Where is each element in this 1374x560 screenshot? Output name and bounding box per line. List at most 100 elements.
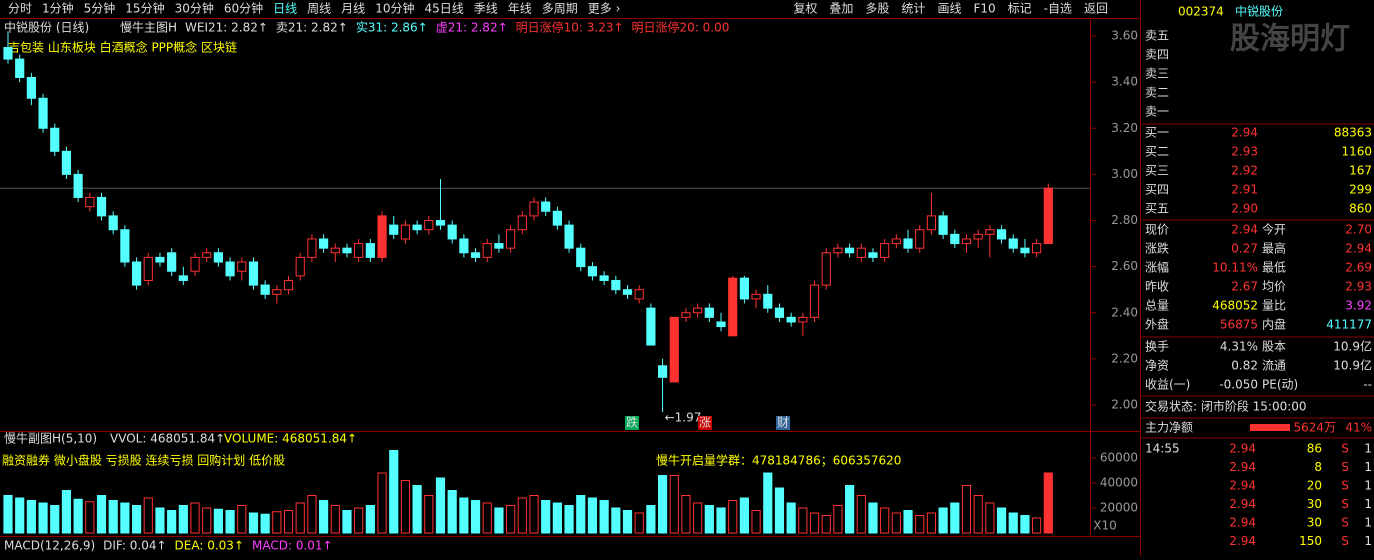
flow-pct: 41%	[1345, 421, 1372, 435]
macd-label: MACD(12,26,9)	[4, 539, 95, 553]
bid-label: 买二	[1145, 145, 1169, 159]
period-tab[interactable]: 多周期	[542, 2, 578, 16]
stat-value: 2.70	[1345, 223, 1372, 237]
stat-label: 内盘	[1262, 317, 1286, 332]
event-marker[interactable]: 财	[777, 416, 789, 430]
bid-volume: 299	[1349, 183, 1372, 197]
stock-name: 中锐股份	[1235, 4, 1283, 19]
period-tab[interactable]: 30分钟	[175, 1, 214, 16]
candle-body	[365, 243, 375, 258]
tool-button[interactable]: 画线	[937, 2, 961, 16]
volume-bar	[120, 502, 130, 534]
volume-bar	[845, 485, 855, 534]
period-tab[interactable]: 周线	[307, 2, 331, 16]
tool-button[interactable]: 统计	[901, 2, 925, 16]
y-tick-label: 3.20	[1111, 121, 1138, 135]
candle-body	[494, 243, 504, 249]
volume-bar	[587, 497, 598, 534]
bid-volume: 167	[1349, 164, 1372, 178]
candle-body	[400, 224, 411, 240]
macd-label: DIF: 0.04↑	[103, 539, 166, 553]
candle-body	[295, 256, 305, 277]
tool-button[interactable]: 叠加	[829, 2, 853, 16]
period-tab[interactable]: 月线	[341, 2, 365, 16]
flow-bar	[1250, 424, 1290, 431]
volume-bar	[833, 505, 843, 534]
volume-bar	[96, 495, 107, 534]
period-tab[interactable]: 季线	[474, 2, 498, 16]
event-marker[interactable]: 跌	[626, 415, 638, 430]
volume-bar	[61, 490, 72, 534]
volume-bar	[693, 502, 703, 534]
tick-price: 2.94	[1229, 516, 1256, 530]
volume-bar	[926, 512, 937, 534]
volume-bar	[996, 507, 1007, 534]
period-tab[interactable]: 5分钟	[84, 1, 116, 16]
candle-body	[809, 284, 820, 318]
y-tick-label: 60000	[1100, 451, 1138, 465]
stat-value: 468052	[1212, 299, 1258, 313]
candle-body	[774, 307, 785, 318]
stat-label: 外盘	[1145, 317, 1169, 332]
period-tab[interactable]: 日线	[273, 2, 297, 16]
volume-bar	[377, 472, 387, 534]
volume-bar	[950, 502, 960, 534]
period-tab[interactable]: 年线	[508, 2, 532, 16]
candle-body	[131, 261, 142, 286]
bid-price: 2.93	[1231, 145, 1258, 159]
tick-count: 1	[1364, 534, 1372, 548]
ask-label: 卖二	[1145, 86, 1169, 100]
period-tab[interactable]: 45日线	[424, 2, 463, 16]
period-tab[interactable]: 15分钟	[125, 1, 164, 16]
volume-bar	[260, 513, 270, 534]
volume-bar	[704, 505, 714, 534]
candle-body	[891, 238, 901, 245]
volume-bar	[1032, 517, 1042, 534]
volume-bar	[657, 475, 668, 534]
volume-bar	[891, 512, 901, 534]
candle-body	[155, 256, 165, 263]
candle-body	[283, 279, 294, 291]
candle-body	[470, 252, 481, 258]
tool-button[interactable]: 多股	[865, 2, 889, 16]
candle-body	[915, 229, 925, 249]
y-tick-label: 2.60	[1111, 259, 1138, 273]
tool-button[interactable]: -自选	[1044, 2, 1072, 16]
candle-body	[681, 312, 691, 318]
candle-body	[447, 224, 457, 240]
tool-button[interactable]: 标记	[1008, 2, 1032, 16]
event-marker[interactable]: 涨	[699, 415, 711, 430]
tick-volume: 30	[1307, 516, 1322, 530]
candle-body	[202, 252, 212, 258]
candle-body	[868, 252, 878, 258]
volume-bar	[774, 487, 785, 534]
flow-label: 主力净额	[1145, 421, 1193, 435]
volume-value: VOLUME: 468051.84↑	[224, 432, 357, 446]
volume-bar	[646, 505, 656, 534]
candle-body	[739, 277, 749, 300]
tick-volume: 20	[1307, 479, 1322, 493]
candle-body	[354, 243, 364, 258]
period-tab[interactable]: 更多 ›	[588, 2, 621, 16]
candle-body	[342, 247, 352, 254]
tool-button[interactable]: 返回	[1084, 2, 1108, 16]
stat-label: 量比	[1262, 299, 1286, 313]
candle-body	[38, 97, 48, 129]
period-tab[interactable]: 1分钟	[42, 1, 74, 16]
volume-bar	[295, 502, 305, 534]
period-tab[interactable]: 分时	[8, 2, 32, 16]
tool-button[interactable]: 复权	[793, 2, 817, 16]
tick-volume: 150	[1299, 534, 1322, 548]
y-tick-label: 20000	[1100, 501, 1138, 515]
fin-value: 10.9亿	[1333, 358, 1372, 373]
volume-bar	[611, 507, 621, 534]
tool-button[interactable]: F10	[973, 2, 995, 16]
fin-value: 4.31%	[1220, 340, 1258, 354]
volume-bar	[681, 495, 691, 534]
flow-value: 5624万	[1293, 421, 1336, 435]
period-tab[interactable]: 10分钟	[375, 1, 414, 16]
period-tab[interactable]: 60分钟	[224, 1, 263, 16]
candle-body	[50, 127, 60, 152]
candle-body	[73, 173, 83, 198]
